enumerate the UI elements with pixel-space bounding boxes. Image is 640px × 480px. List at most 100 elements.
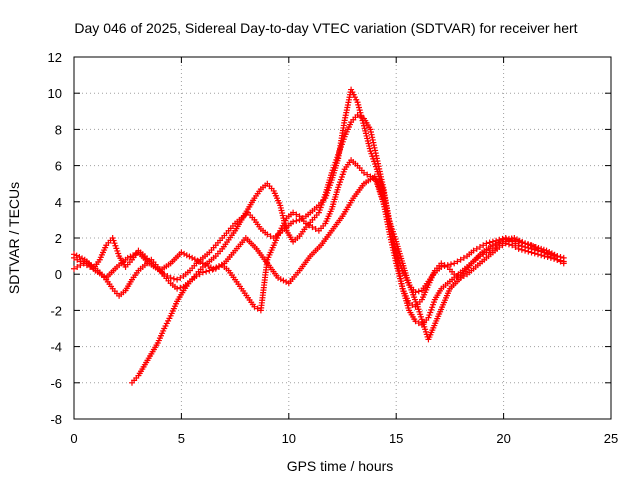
data-point <box>290 218 297 225</box>
data-point-interp <box>213 264 220 271</box>
y-tick-label: -6 <box>50 376 62 391</box>
data-point <box>251 303 258 310</box>
data-point <box>354 111 361 118</box>
data-point <box>275 274 282 281</box>
y-tick-label: 10 <box>48 86 62 101</box>
grid <box>74 57 611 419</box>
data-point-interp <box>548 250 555 257</box>
data-point-interp <box>538 252 545 259</box>
data-point-interp <box>177 274 184 281</box>
data-point-interp <box>538 245 545 252</box>
data-point <box>309 224 316 231</box>
data-point <box>470 247 477 254</box>
data-point-interp <box>441 262 448 269</box>
data-point <box>360 169 367 176</box>
data-point-interp <box>460 254 467 261</box>
data-point-interp <box>355 101 362 108</box>
data-point-interp <box>194 257 201 264</box>
x-tick-label: 10 <box>282 431 296 446</box>
data-point <box>476 244 483 251</box>
data-point-interp <box>546 249 553 256</box>
data-point-interp <box>181 250 188 257</box>
x-tick-label: 20 <box>496 431 510 446</box>
data-point-interp <box>357 113 364 120</box>
data-point-interp <box>203 268 210 275</box>
data-point-interp <box>535 244 542 251</box>
data-point-interp <box>499 242 506 249</box>
data-point-interp <box>283 278 290 285</box>
data-point <box>124 254 131 261</box>
data-point-interp <box>551 251 558 258</box>
data-point <box>511 235 518 241</box>
data-point <box>199 260 206 267</box>
data-point-interp <box>79 255 86 262</box>
data-point <box>522 247 529 254</box>
data-point-interp <box>299 215 306 222</box>
data-point <box>534 251 541 258</box>
data-point <box>515 245 522 252</box>
y-tick-label: 8 <box>55 122 62 137</box>
y-tick-label: 12 <box>48 50 62 65</box>
y-tick-label: -2 <box>50 303 62 318</box>
data-point-interp <box>73 252 80 259</box>
data-point-interp <box>356 107 363 114</box>
data-point-interp <box>215 263 222 270</box>
data-point-interp <box>519 239 526 246</box>
data-point-interp <box>306 222 313 229</box>
data-point-interp <box>267 233 274 240</box>
x-axis-label: GPS time / hours <box>287 458 394 474</box>
data-point-interp <box>130 252 137 259</box>
data-point <box>541 253 548 260</box>
data-point-interp <box>530 243 537 250</box>
data-point-interp <box>540 246 547 253</box>
data-point-interp <box>196 271 203 278</box>
data-point-interp <box>514 236 521 243</box>
data-point-interp <box>454 258 461 265</box>
data-point <box>554 253 561 260</box>
data-point-interp <box>197 258 204 265</box>
axis-ticks: 0 5 10 15 20 25 -8 -6 -4 -2 0 2 4 6 8 10 12 <box>48 50 619 446</box>
data-point-interp <box>415 288 422 295</box>
data-point-interp <box>505 241 512 248</box>
series-track-2 <box>128 111 567 386</box>
data-point-interp <box>364 171 371 178</box>
data-point <box>496 244 503 251</box>
data-point-interp <box>544 254 551 261</box>
data-point <box>174 276 181 283</box>
data-point-interp <box>191 256 198 263</box>
x-tick-label: 5 <box>178 431 185 446</box>
data-point-interp <box>486 239 493 246</box>
data-point-interp <box>202 261 209 268</box>
data-point <box>167 274 174 281</box>
data-point-interp <box>355 104 362 111</box>
data-point <box>522 240 529 247</box>
data-point <box>457 256 464 263</box>
y-tick-label: 4 <box>55 195 62 210</box>
data-point <box>489 242 496 249</box>
data-point-interp <box>557 257 564 264</box>
data-point-interp <box>205 263 212 270</box>
data-point <box>264 231 271 238</box>
y-axis-label: SDTVAR / TECUs <box>6 182 22 294</box>
data-point-interp <box>524 241 531 248</box>
y-tick-label: 2 <box>55 231 62 246</box>
data-point <box>451 260 458 267</box>
data-point <box>302 220 309 227</box>
data-point <box>406 300 413 307</box>
data-point <box>438 260 445 267</box>
data-point <box>206 267 213 274</box>
data-marks <box>71 86 567 386</box>
x-tick-label: 0 <box>70 431 77 446</box>
data-point-interp <box>492 240 499 247</box>
series-track-4 <box>71 173 561 343</box>
data-point-interp <box>293 217 300 224</box>
data-point <box>71 265 77 272</box>
data-point-interp <box>293 211 300 218</box>
data-point-interp <box>127 253 134 260</box>
x-tick-label: 25 <box>604 431 618 446</box>
data-point <box>547 254 554 261</box>
data-point-interp <box>170 275 177 282</box>
data-point-interp <box>516 237 523 244</box>
data-point <box>451 271 458 278</box>
